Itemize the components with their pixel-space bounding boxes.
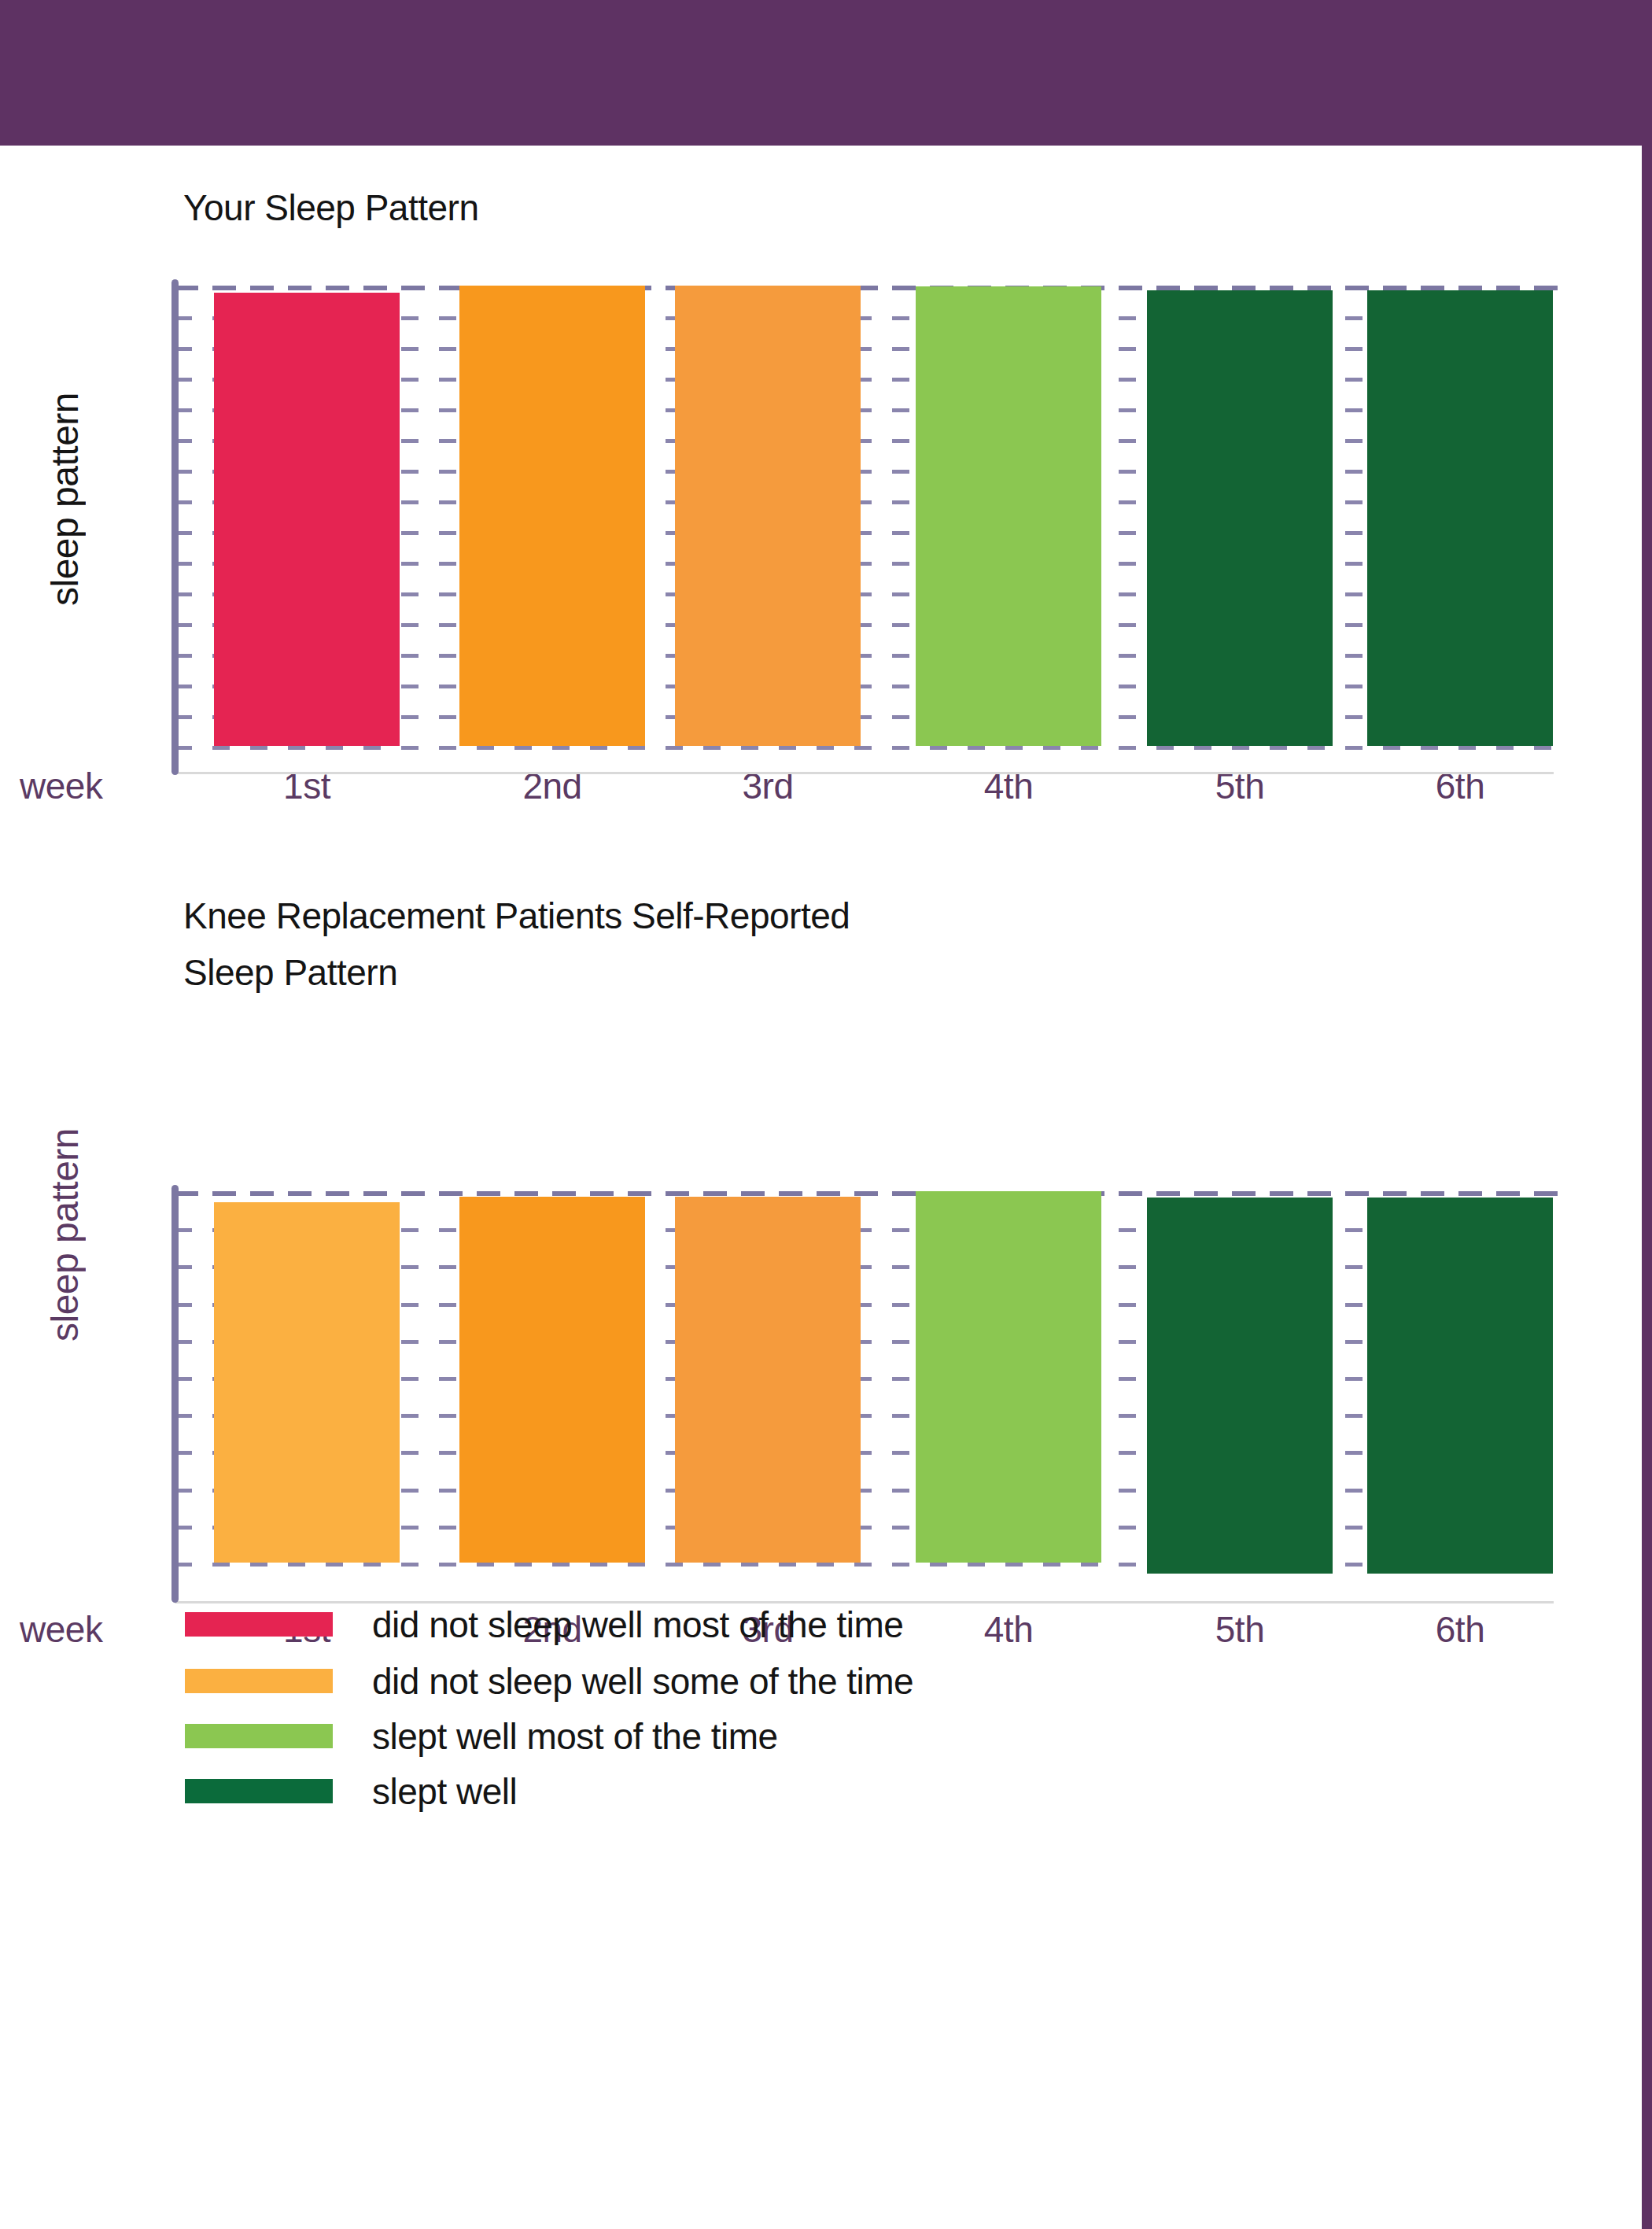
- right-edge-band: [1642, 146, 1652, 2229]
- bar-week-4th: [916, 286, 1101, 746]
- dashed-gridline: [175, 1563, 1562, 1567]
- chart1-title: Your Sleep Pattern: [183, 179, 478, 236]
- bar-week-2nd: [459, 286, 645, 746]
- legend-label: slept well: [372, 1771, 517, 1812]
- legend-swatch: [185, 1612, 333, 1637]
- bar-week-2nd: [459, 1197, 645, 1563]
- chart1-y-axis-label: sleep pattern: [41, 354, 90, 644]
- week-tick-label: 5th: [1161, 1608, 1318, 1651]
- bar-week-6th: [1367, 1198, 1553, 1574]
- bar-week-5th: [1147, 1198, 1333, 1574]
- bar-week-1st: [214, 293, 400, 746]
- x-axis-baseline: [175, 772, 1554, 774]
- y-axis-line: [171, 1185, 179, 1603]
- legend-label: slept well most of the time: [372, 1716, 778, 1757]
- bar-week-3rd: [675, 286, 861, 746]
- bar-week-6th: [1367, 290, 1553, 746]
- chart2-x-axis-label: week: [20, 1608, 102, 1651]
- dashed-gridline: [175, 746, 1562, 750]
- bar-week-1st: [214, 1202, 400, 1563]
- legend-swatch: [185, 1669, 333, 1693]
- legend-swatch: [185, 1779, 333, 1803]
- chart2-y-axis-label: sleep pattern: [41, 1092, 90, 1377]
- plot-top-dashed-line: [175, 286, 1562, 290]
- page-canvas: Your Sleep Pattern sleep pattern week 1s…: [0, 0, 1652, 2229]
- chart1-x-axis-label: week: [20, 765, 102, 807]
- bar-week-4th: [916, 1191, 1101, 1563]
- header-band: [0, 0, 1652, 146]
- bar-week-3rd: [675, 1197, 861, 1563]
- bar-week-5th: [1147, 290, 1333, 746]
- legend-label: did not sleep well some of the time: [372, 1661, 913, 1702]
- y-axis-line: [171, 279, 179, 775]
- chart2-title: Knee Replacement Patients Self-Reported …: [183, 888, 891, 1001]
- legend-label: did not sleep well most of the time: [372, 1604, 903, 1645]
- legend-swatch: [185, 1724, 333, 1748]
- x-axis-baseline: [175, 1601, 1554, 1603]
- week-tick-label: 6th: [1381, 1608, 1539, 1651]
- plot-top-dashed-line: [175, 1191, 1562, 1196]
- week-tick-label: 4th: [930, 1608, 1087, 1651]
